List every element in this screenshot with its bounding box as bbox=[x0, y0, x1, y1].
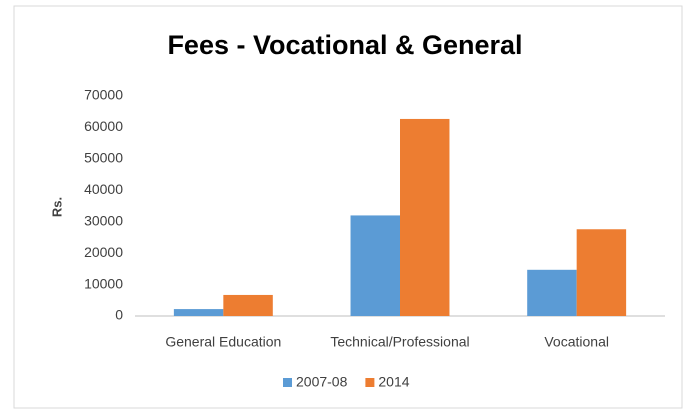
legend-swatch bbox=[365, 378, 375, 387]
y-tick-label: 70000 bbox=[84, 87, 123, 103]
y-tick-label: 40000 bbox=[84, 181, 123, 197]
y-tick-label: 10000 bbox=[84, 275, 123, 291]
bar bbox=[173, 309, 224, 316]
y-tick-label: 60000 bbox=[84, 118, 123, 134]
y-tick-label: 0 bbox=[115, 307, 123, 323]
chart-border bbox=[13, 5, 683, 409]
legend-label: 2007-08 bbox=[296, 374, 348, 390]
y-tick-label: 50000 bbox=[84, 150, 123, 166]
y-tick-label: 30000 bbox=[84, 212, 123, 228]
bar bbox=[576, 229, 627, 316]
bar bbox=[350, 215, 400, 316]
x-tick-label: Vocational bbox=[544, 334, 609, 350]
legend-swatch bbox=[283, 378, 292, 387]
x-tick-label: Technical/Professional bbox=[330, 334, 469, 350]
y-axis-label: Rs. bbox=[49, 197, 64, 217]
bar bbox=[527, 269, 577, 316]
legend-label: 2014 bbox=[378, 374, 409, 390]
chart-title: Fees - Vocational & General bbox=[167, 30, 522, 60]
bar bbox=[223, 294, 273, 316]
bar bbox=[400, 118, 450, 316]
y-tick-label: 20000 bbox=[84, 244, 123, 260]
x-tick-label: General Education bbox=[165, 334, 281, 350]
